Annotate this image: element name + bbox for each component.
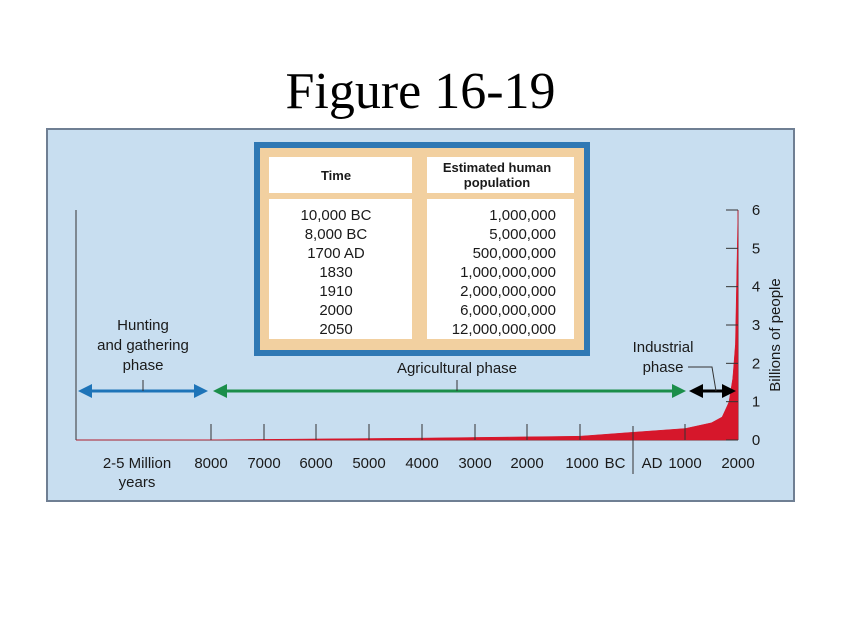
x-tick-label: AD xyxy=(642,455,663,472)
y-tick-label: 1 xyxy=(752,394,760,411)
table-time-column xyxy=(269,199,412,339)
x-tick-label: 4000 xyxy=(405,455,438,472)
table-header-time-cell xyxy=(269,157,412,193)
y-axis-label: Billions of people xyxy=(767,278,784,391)
table-cell-time: 1830 xyxy=(319,264,352,281)
table-cell-population: 12,000,000,000 xyxy=(452,321,556,338)
table-cell-time: 1700 AD xyxy=(307,245,365,262)
table-cell-population: 1,000,000,000 xyxy=(460,264,556,281)
table-header-time: Time xyxy=(321,168,351,183)
x-start-label: years xyxy=(119,474,156,491)
y-tick-label: 6 xyxy=(752,202,760,219)
industrial-phase-pointer xyxy=(688,366,717,392)
table-header-population: population xyxy=(464,175,530,190)
x-tick-label: BC xyxy=(605,455,626,472)
agricultural-phase-label: Agricultural phase xyxy=(397,360,517,377)
chart-panel: Time Estimated human population 10,000 BC 1,… xyxy=(46,128,795,502)
x-tick-label: 2000 xyxy=(510,455,543,472)
table-cell-time: 8,000 BC xyxy=(305,226,368,243)
industrial-phase-arrow-head-left xyxy=(689,384,703,398)
hunting-phase-arrow-head-right xyxy=(194,384,208,398)
population-area xyxy=(75,209,739,441)
hunting-phase-arrow-head-left xyxy=(78,384,92,398)
table-cell-population: 2,000,000,000 xyxy=(460,283,556,300)
table-cell-population: 5,000,000 xyxy=(489,226,556,243)
table-cell-time: 2050 xyxy=(319,321,352,338)
table-cell-population: 1,000,000 xyxy=(489,207,556,224)
x-start-label: 2-5 Million xyxy=(103,455,171,472)
table-cell-time: 2000 xyxy=(319,302,352,319)
table-cell-population: 500,000,000 xyxy=(473,245,556,262)
hunting-phase-label: and gathering xyxy=(97,337,189,354)
hunting-phase-label: phase xyxy=(123,357,164,374)
industrial-phase-arrow-head-right xyxy=(722,384,736,398)
agricultural-phase-arrow-head-left xyxy=(213,384,227,398)
x-tick-label: 1000 xyxy=(668,455,701,472)
y-tick-label: 0 xyxy=(752,432,760,449)
table-cell-time: 10,000 BC xyxy=(301,207,372,224)
y-tick-label: 5 xyxy=(752,240,760,257)
table-header-population: Estimated human xyxy=(443,160,551,175)
industrial-phase-label: phase xyxy=(643,359,684,376)
x-tick-label: 8000 xyxy=(194,455,227,472)
y-tick-label: 2 xyxy=(752,355,760,372)
hunting-phase-label: Hunting xyxy=(117,317,169,334)
industrial-phase-label: Industrial xyxy=(633,339,694,356)
table-cell-population: 6,000,000,000 xyxy=(460,302,556,319)
table-header-population-cell xyxy=(427,157,574,193)
x-tick-label: 6000 xyxy=(299,455,332,472)
agricultural-phase-arrow-head-right xyxy=(672,384,686,398)
table-cell-time: 1910 xyxy=(319,283,352,300)
x-tick-label: 2000 xyxy=(721,455,754,472)
x-tick-label: 1000 xyxy=(565,455,598,472)
x-tick-label: 3000 xyxy=(458,455,491,472)
y-tick-label: 3 xyxy=(752,317,760,334)
table-population-column xyxy=(427,199,574,339)
y-tick-label: 4 xyxy=(752,279,760,296)
page-title: Figure 16-19 xyxy=(285,63,556,120)
x-tick-label: 7000 xyxy=(247,455,280,472)
x-tick-label: 5000 xyxy=(352,455,385,472)
